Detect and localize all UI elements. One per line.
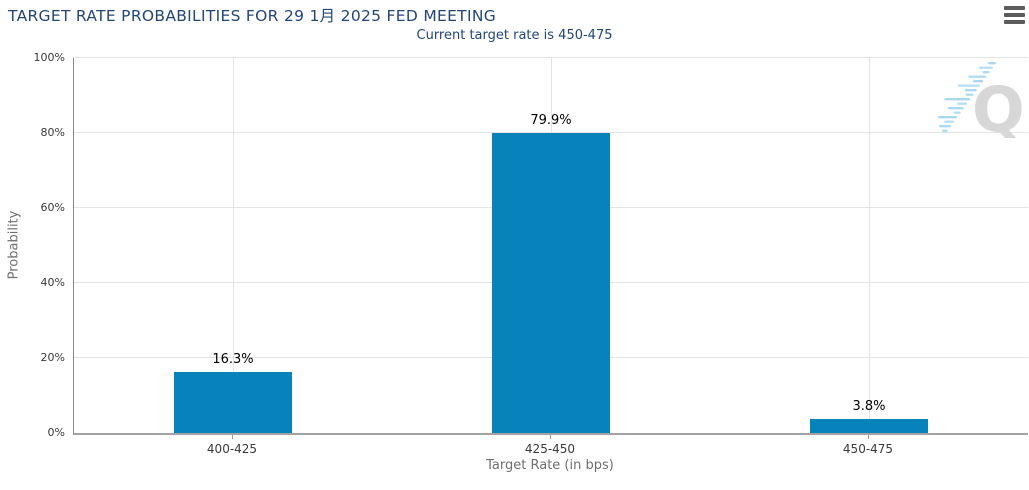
y-gridline [74, 57, 1028, 58]
y-tick-label: 100% [33, 51, 65, 64]
x-gridline [868, 58, 870, 433]
chart-subtitle: Current target rate is 450-475 [416, 28, 613, 43]
bar-value-label: 3.8% [852, 398, 886, 414]
y-tick-label: 60% [40, 201, 65, 214]
x-gridline [232, 58, 234, 433]
x-axis-tick [232, 435, 233, 439]
x-axis-tick [550, 435, 551, 439]
bar-450-475[interactable] [810, 418, 928, 433]
chart-title: TARGET RATE PROBABILITIES FOR 29 1月 2025… [8, 7, 497, 25]
bar-400-425[interactable] [174, 371, 292, 433]
category-label: 425-450 [524, 442, 576, 456]
x-axis-tick [868, 435, 869, 439]
svg-text:Q: Q [972, 73, 1025, 138]
hamburger-bar [1004, 13, 1025, 17]
watermark-q-logo: Q [938, 62, 1025, 138]
category-label: 450-475 [842, 442, 894, 456]
plot-area: Q 16.3% 79.9% 3.8% [73, 57, 1028, 435]
y-axis-title: Probability [6, 210, 22, 280]
x-axis-title: Target Rate (in bps) [486, 458, 614, 473]
bar-425-450[interactable] [492, 133, 610, 433]
category-label: 400-425 [206, 442, 258, 456]
hamburger-bar [1004, 6, 1025, 10]
y-tick-label: 20% [40, 351, 65, 364]
y-tick-label: 0% [47, 426, 65, 439]
hamburger-menu-icon[interactable] [1004, 6, 1025, 24]
y-tick-label: 40% [40, 276, 65, 289]
bar-value-label: 79.9% [530, 113, 572, 129]
bar-value-label: 16.3% [212, 351, 254, 367]
hamburger-bar [1004, 20, 1025, 24]
y-tick-label: 80% [40, 126, 65, 139]
